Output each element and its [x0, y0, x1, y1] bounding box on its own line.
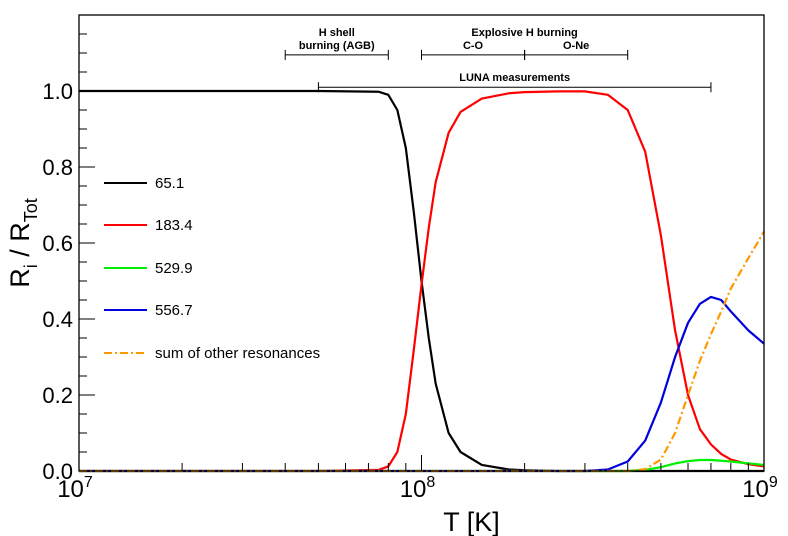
legend-label-1: 65.1 [155, 175, 184, 192]
tick-layer: 0.0 0.2 0.4 0.6 0.8 1.0 107 108 109 [42, 14, 778, 503]
range-label: LUNA measurements [459, 72, 570, 84]
series-line-2 [79, 90, 765, 473]
legend-label-3: 529.9 [155, 260, 193, 277]
range-label: C-O [463, 40, 484, 52]
legend-label-4: 556.7 [155, 302, 193, 319]
y-tick-label: 0.0 [42, 459, 73, 484]
legend-label-5: sum of other resonances [155, 345, 320, 362]
series-line-4 [79, 295, 765, 473]
axis-labels: T [K] Ri / RTot [5, 198, 500, 536]
range-label: O-Ne [563, 40, 589, 52]
range-label: H shell [319, 27, 355, 39]
group-label: Explosive H burning [471, 27, 577, 39]
x-axis-label: T [K] [443, 507, 500, 536]
y-tick-label: 0.4 [42, 307, 73, 332]
y-tick-label: 1.0 [42, 79, 73, 104]
x-tick-label: 108 [400, 474, 436, 503]
legend-label-2: 183.4 [155, 217, 193, 234]
range-label: burning (AGB) [299, 40, 375, 52]
x-tick-label: 109 [742, 474, 778, 503]
series-line-5 [79, 231, 765, 473]
y-tick-label: 0.6 [42, 231, 73, 256]
series-layer [79, 89, 765, 473]
y-tick-label: 0.2 [42, 383, 73, 408]
x-tick-label: 107 [57, 474, 93, 503]
y-axis-label: Ri / RTot [5, 198, 41, 288]
legend: 65.1 183.4 529.9 556.7 sum of other resonanc… [104, 175, 320, 362]
y-tick-label: 0.8 [42, 155, 73, 180]
